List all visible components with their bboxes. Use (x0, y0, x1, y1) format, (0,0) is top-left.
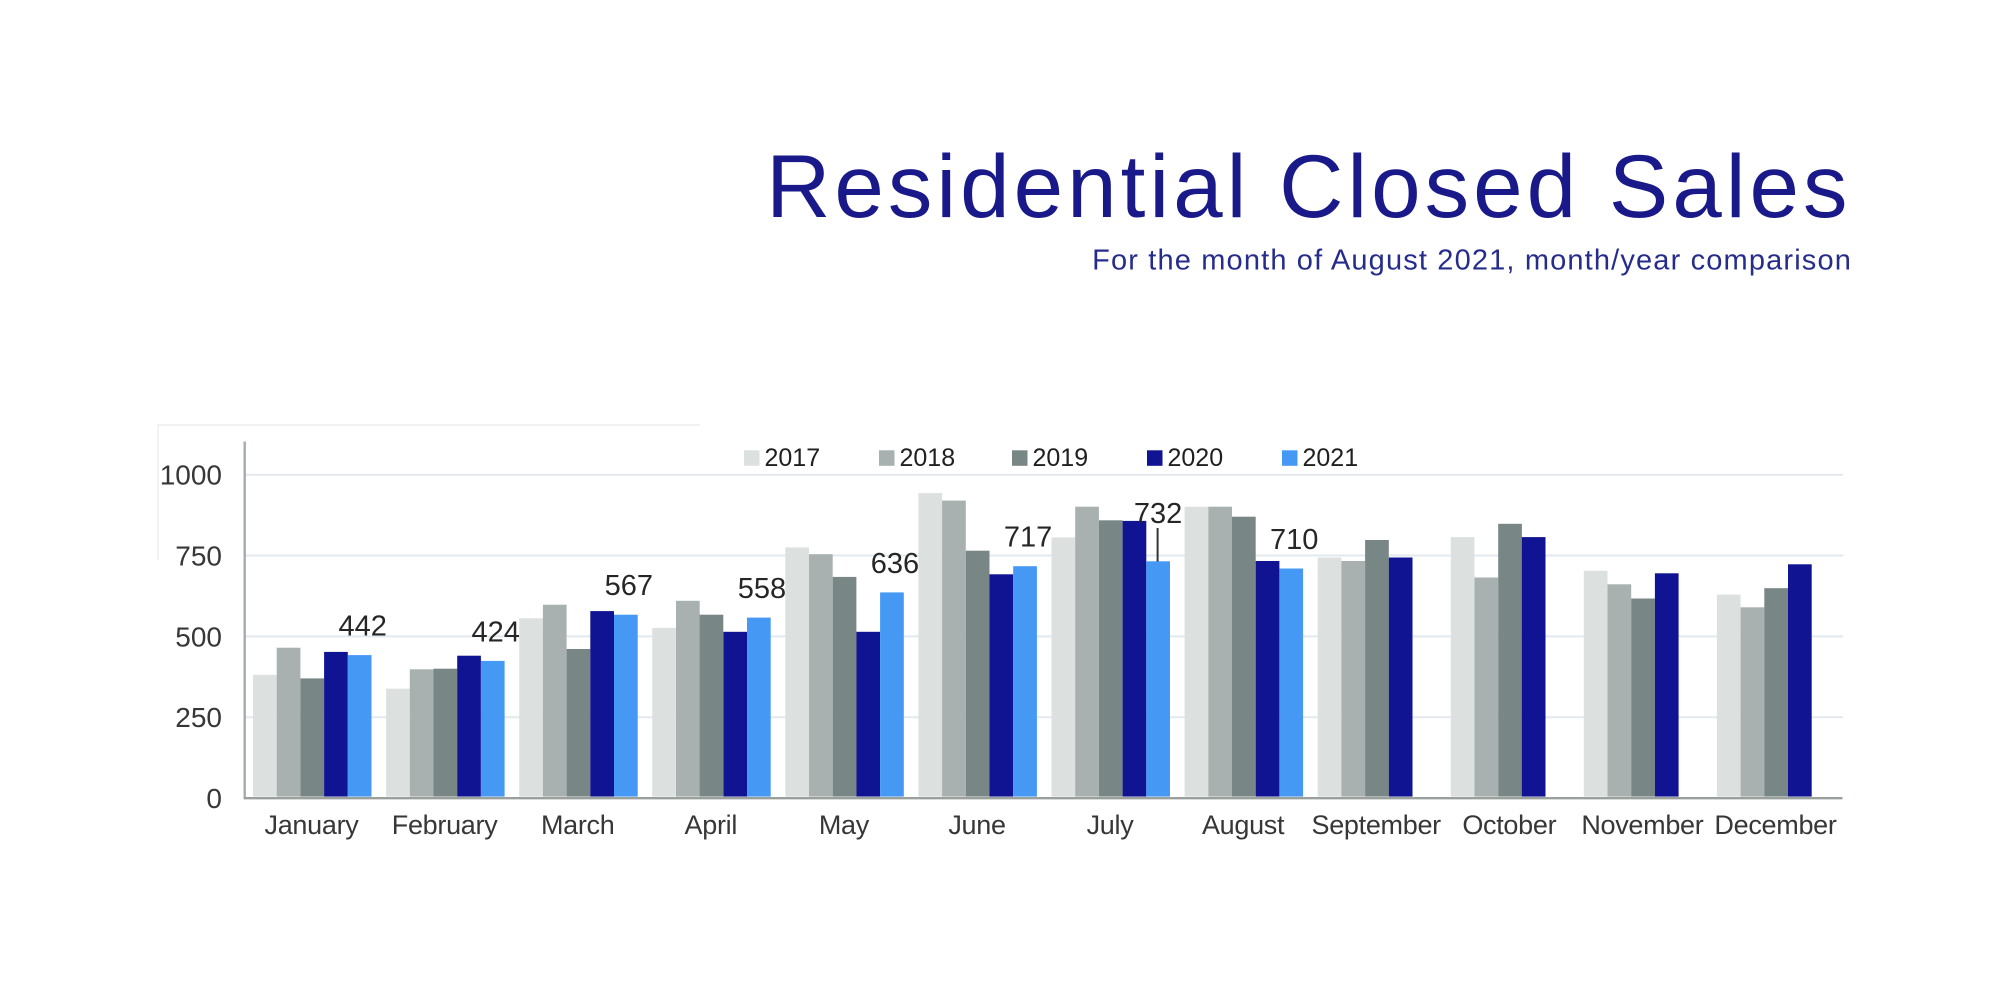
svg-text:1000: 1000 (160, 460, 222, 491)
svg-text:May: May (819, 810, 870, 840)
svg-text:558: 558 (738, 573, 786, 605)
svg-text:April: April (685, 810, 738, 840)
svg-text:710: 710 (1270, 524, 1318, 556)
svg-text:0: 0 (206, 783, 222, 814)
svg-text:March: March (541, 810, 615, 840)
svg-text:Residential Closed Sales: Residential Closed Sales (766, 136, 1851, 236)
svg-text:September: September (1312, 810, 1442, 840)
svg-text:442: 442 (339, 611, 387, 643)
svg-text:2019: 2019 (1033, 444, 1089, 472)
svg-text:2018: 2018 (900, 444, 956, 472)
svg-text:2021: 2021 (1303, 444, 1359, 472)
svg-text:December: December (1714, 810, 1836, 840)
svg-text:732: 732 (1134, 498, 1182, 530)
svg-text:2017: 2017 (765, 444, 821, 472)
svg-text:750: 750 (175, 541, 222, 572)
svg-text:567: 567 (605, 570, 653, 602)
svg-text:October: October (1462, 810, 1556, 840)
svg-text:636: 636 (871, 548, 919, 580)
svg-text:2020: 2020 (1168, 444, 1224, 472)
svg-text:November: November (1581, 810, 1703, 840)
svg-text:500: 500 (175, 621, 222, 652)
svg-text:June: June (948, 810, 1005, 840)
svg-text:July: July (1087, 810, 1135, 840)
svg-text:August: August (1202, 810, 1285, 840)
svg-text:February: February (392, 810, 498, 840)
svg-text:717: 717 (1004, 522, 1052, 554)
svg-text:424: 424 (472, 616, 520, 648)
svg-text:January: January (265, 810, 360, 840)
svg-text:250: 250 (175, 702, 222, 733)
svg-text:For the month of August 2021,: For the month of August 2021, month/year… (1092, 245, 1852, 277)
